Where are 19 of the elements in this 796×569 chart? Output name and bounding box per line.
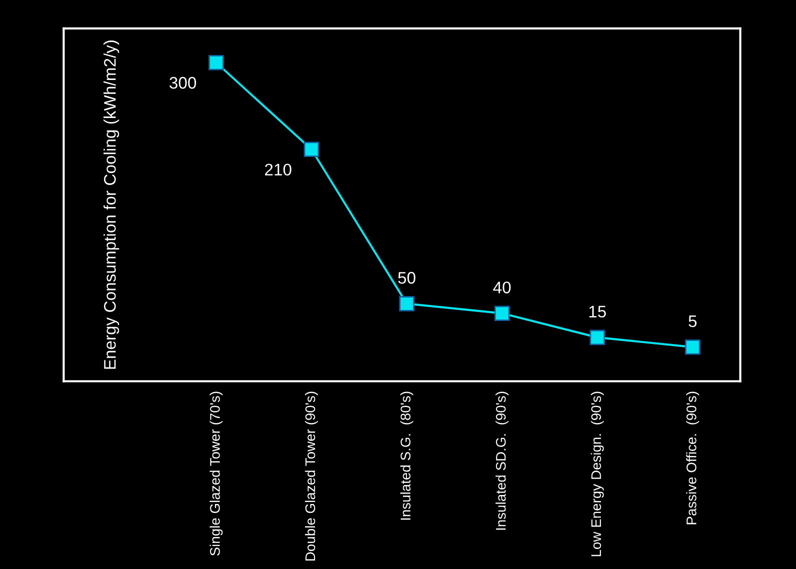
- x-tick-label: Passive Office. (90's): [686, 392, 700, 524]
- data-label: 5: [688, 316, 697, 328]
- point: [399, 296, 414, 312]
- x-tick-label: Double Glazed Tower (90's): [304, 392, 318, 560]
- point: [304, 142, 320, 158]
- data-label: 210: [265, 164, 292, 176]
- data-label: 300: [170, 76, 196, 89]
- x-tick-label: Low Energy Design. (90's): [590, 392, 604, 556]
- point: [590, 330, 605, 346]
- data-label: 40: [493, 282, 511, 294]
- x-tick-label: Single Glazed Tower (70's): [210, 392, 223, 556]
- y-axis-title: Energy Consumption for Cooling (kWh/m2/y): [104, 40, 120, 369]
- point: [684, 339, 700, 355]
- point: [208, 54, 224, 70]
- data-label: 15: [589, 306, 606, 318]
- data-label: 50: [398, 272, 416, 284]
- x-tick-label: Insulated S.G. (80's): [400, 392, 414, 520]
- point: [494, 306, 510, 321]
- x-tick-label: Insulated SD.G. (90's): [496, 392, 509, 530]
